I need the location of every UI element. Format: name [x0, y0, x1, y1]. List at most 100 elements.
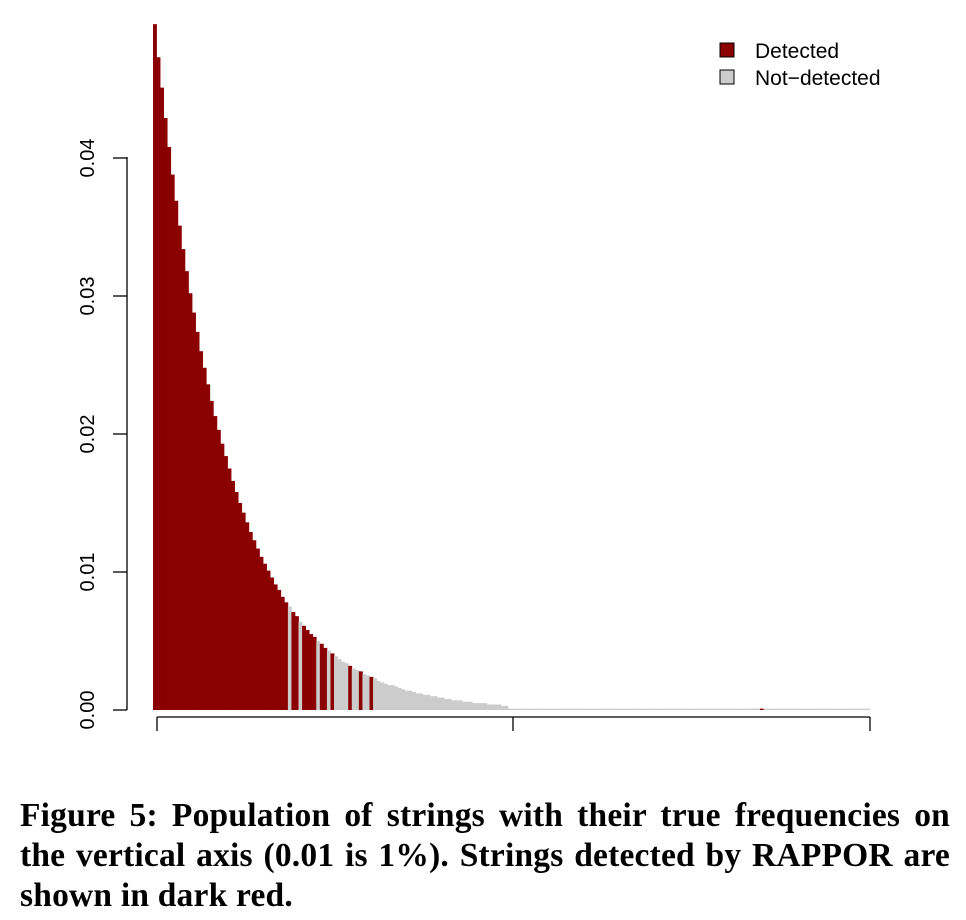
bar	[774, 708, 779, 710]
bar	[529, 708, 534, 710]
bar	[699, 708, 704, 710]
bar	[170, 174, 175, 710]
bar	[706, 708, 711, 710]
bar	[223, 456, 228, 710]
bar	[184, 271, 189, 710]
bar	[593, 708, 598, 710]
bar	[554, 708, 558, 710]
bar	[692, 708, 697, 710]
bar	[788, 708, 793, 710]
bar	[419, 693, 424, 710]
bar	[263, 563, 267, 710]
bar	[802, 708, 807, 710]
bar	[781, 708, 786, 710]
bar	[316, 641, 321, 710]
bar	[678, 708, 683, 710]
bar	[447, 698, 452, 710]
bar	[174, 200, 179, 710]
bar	[834, 708, 839, 710]
legend-label-not-detected: Not−detected	[755, 67, 881, 90]
y-tick-label: 0.01	[77, 553, 99, 592]
bar	[816, 708, 821, 710]
bar	[688, 708, 693, 710]
bar	[610, 708, 615, 710]
bar	[160, 87, 164, 711]
bar	[305, 629, 310, 710]
bar	[742, 708, 747, 710]
bar	[717, 708, 722, 710]
bar	[752, 708, 757, 710]
bar	[365, 675, 370, 710]
bar	[795, 708, 800, 710]
bar	[266, 570, 271, 710]
bar	[799, 708, 803, 710]
bar	[724, 708, 729, 710]
legend-label-detected: Detected	[755, 40, 839, 63]
bar	[326, 650, 331, 710]
bar	[564, 708, 569, 710]
bar	[348, 665, 353, 710]
bar	[426, 694, 431, 710]
bar	[255, 548, 260, 710]
bar	[415, 693, 420, 710]
bar	[600, 708, 605, 710]
bar	[220, 443, 225, 710]
bar	[284, 602, 289, 710]
bar	[227, 468, 232, 710]
bar	[231, 480, 235, 710]
bar	[571, 708, 576, 710]
bar	[468, 701, 473, 710]
bar	[586, 708, 590, 710]
bar	[451, 700, 456, 710]
bar	[596, 708, 601, 710]
bar	[536, 708, 541, 710]
bar	[273, 584, 278, 710]
bar	[664, 708, 669, 710]
bar	[444, 698, 448, 710]
bar	[245, 522, 250, 710]
bar	[341, 661, 346, 710]
bar	[383, 683, 388, 710]
bar	[806, 708, 811, 710]
y-tick-label: 0.03	[77, 277, 99, 316]
bar	[511, 708, 516, 710]
bar	[181, 249, 186, 710]
bar	[639, 708, 644, 710]
bar	[841, 708, 846, 710]
y-tick-label: 0.02	[77, 415, 99, 454]
bar	[472, 703, 477, 710]
bar	[578, 708, 583, 710]
bar	[358, 671, 363, 710]
bar	[351, 668, 356, 710]
bar	[532, 708, 537, 710]
bar	[248, 531, 253, 710]
bar	[156, 57, 161, 710]
bar	[199, 351, 204, 710]
bar	[195, 331, 200, 710]
bar	[259, 556, 264, 710]
legend-swatch-not-detected	[719, 69, 735, 85]
bar	[813, 708, 818, 710]
bar	[614, 708, 619, 710]
bar	[280, 596, 285, 710]
bar	[550, 708, 555, 710]
bar	[685, 708, 690, 710]
bar	[617, 708, 622, 710]
bar	[625, 708, 629, 710]
legend-swatch-detected	[719, 42, 735, 58]
bar	[380, 682, 385, 710]
bar	[188, 293, 193, 710]
bar	[401, 689, 406, 710]
bar	[547, 708, 551, 710]
bar	[720, 708, 725, 710]
bar	[827, 708, 832, 710]
figure-caption: Figure 5: Population of strings with the…	[20, 797, 950, 914]
bar	[241, 512, 246, 710]
bar	[167, 146, 172, 710]
bar	[405, 690, 409, 710]
bar	[539, 708, 544, 710]
y-ticks: 0.00 0.01 0.02 0.03 0.04	[77, 139, 127, 729]
bar	[334, 656, 338, 710]
bar	[703, 708, 708, 710]
bar	[582, 708, 587, 710]
